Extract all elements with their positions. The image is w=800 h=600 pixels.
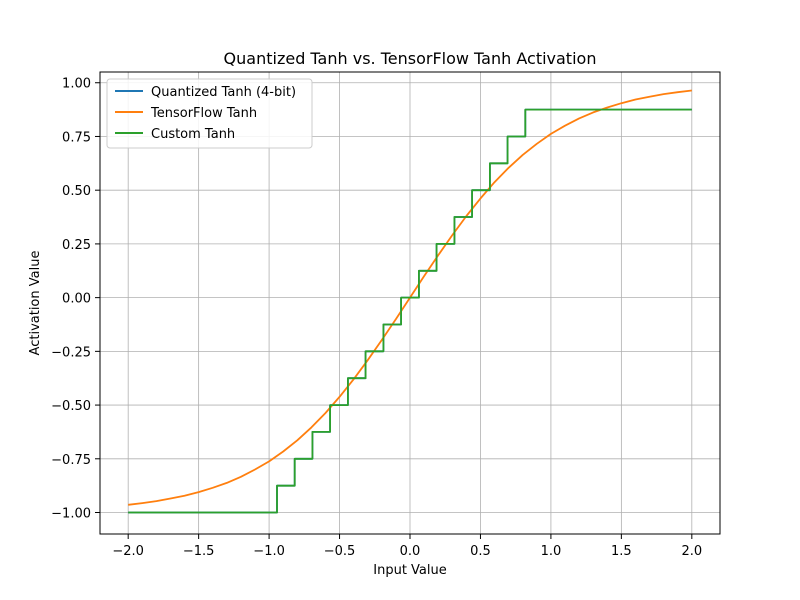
x-axis: −2.0 −1.5 −1.0 −0.5 0.0 0.5 1.0 1.5 2.0 [112, 534, 702, 559]
legend-label: Quantized Tanh (4-bit) [151, 85, 296, 100]
legend: Quantized Tanh (4-bit) TensorFlow Tanh Cus… [106, 78, 313, 149]
legend-box [106, 78, 313, 149]
y-tick-label: −1.00 [51, 507, 91, 522]
x-tick-label: 1.5 [611, 544, 632, 559]
x-tick-label: 2.0 [681, 544, 702, 559]
x-tick-label: 0.5 [470, 544, 491, 559]
y-tick-label: −0.25 [51, 345, 91, 360]
legend-label: Custom Tanh [151, 127, 235, 142]
y-tick-label: 0.00 [62, 292, 91, 307]
y-tick-label: 0.25 [62, 238, 91, 253]
y-tick-label: −0.50 [51, 399, 91, 414]
x-tick-label: 1.0 [541, 544, 562, 559]
x-tick-label: 0.0 [400, 544, 421, 559]
x-tick-label: −2.0 [112, 544, 144, 559]
series-layer [128, 89, 692, 514]
x-tick-label: −0.5 [324, 544, 356, 559]
y-tick-label: 0.75 [62, 130, 91, 145]
y-tick-label: 0.50 [62, 184, 91, 199]
series-line-3 [128, 108, 692, 514]
y-tick-label: 1.00 [62, 77, 91, 92]
x-axis-label: Input Value [373, 563, 447, 578]
x-tick-label: −1.0 [253, 544, 285, 559]
y-axis-label: Activation Value [28, 251, 43, 356]
y-tick-label: −0.75 [51, 453, 91, 468]
legend-label: TensorFlow Tanh [150, 106, 257, 121]
x-tick-label: −1.5 [183, 544, 215, 559]
y-axis: −1.00 −0.75 −0.50 −0.25 0.00 0.25 0.50 0.75 1.00 [51, 77, 100, 522]
chart-title: Quantized Tanh vs. TensorFlow Tanh Activ… [224, 49, 597, 68]
